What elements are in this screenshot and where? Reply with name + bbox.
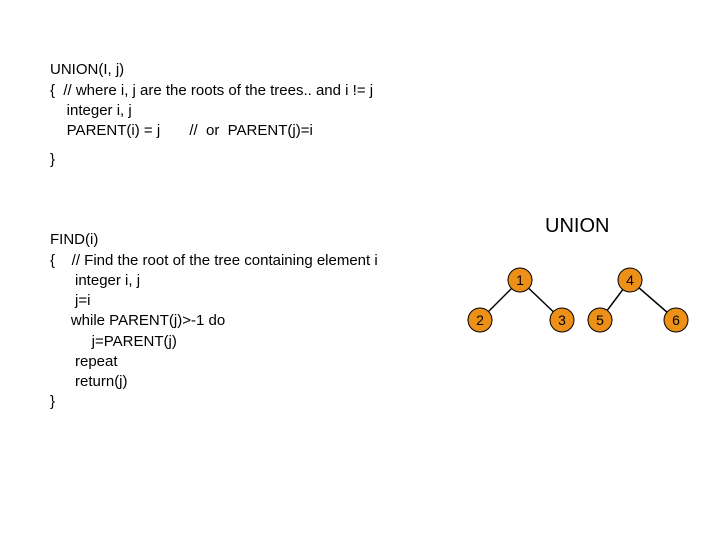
- tree-node-label: 5: [596, 312, 604, 328]
- tree-node-label: 3: [558, 312, 566, 328]
- tree-node-label: 1: [516, 272, 524, 288]
- tree-diagram: 1 2 3 4 5 6: [0, 0, 720, 540]
- tree-node-label: 6: [672, 312, 680, 328]
- tree-node-label: 4: [626, 272, 634, 288]
- tree-node-label: 2: [476, 312, 484, 328]
